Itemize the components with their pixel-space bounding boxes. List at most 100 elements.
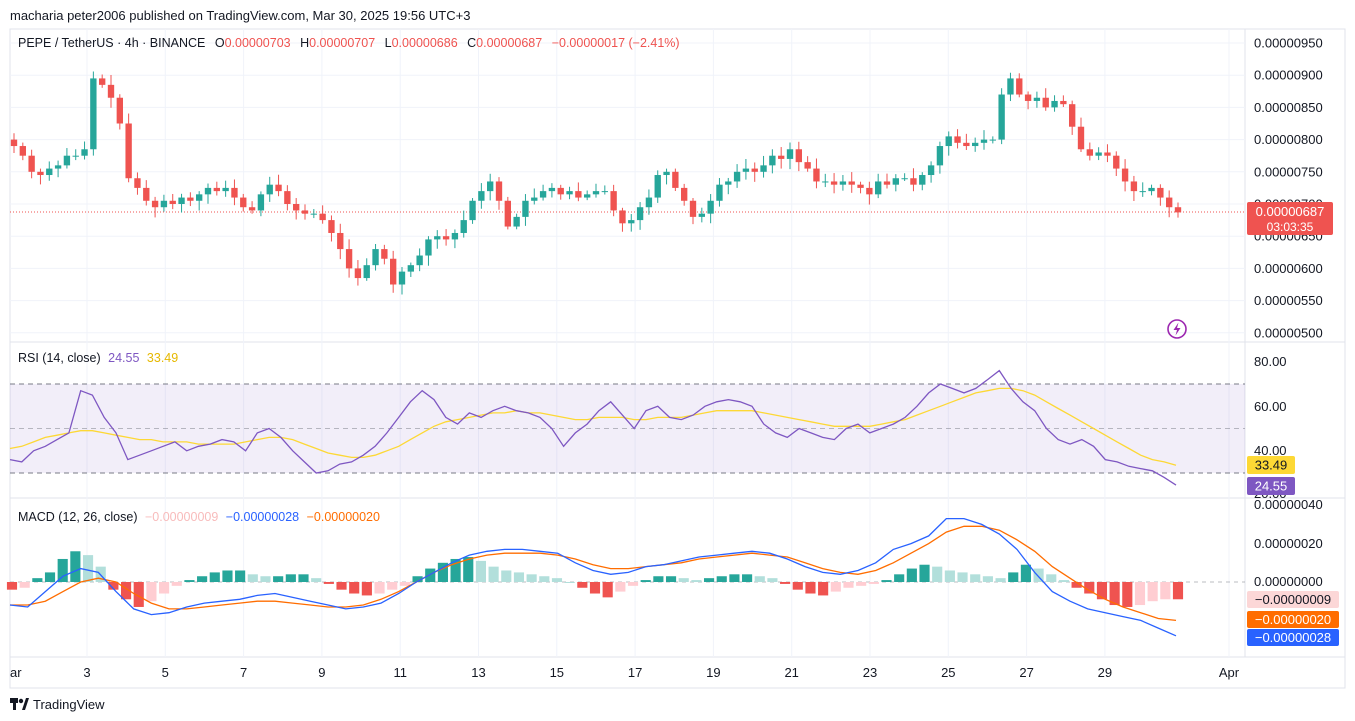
candle[interactable] [107, 75, 115, 108]
candle[interactable] [592, 183, 600, 198]
candle[interactable] [1051, 95, 1058, 112]
candle[interactable] [425, 236, 432, 266]
candle[interactable] [751, 162, 758, 182]
candle[interactable] [99, 74, 106, 88]
candle[interactable] [460, 210, 467, 238]
macd-line[interactable] [9, 517, 1177, 637]
candle[interactable] [487, 173, 494, 201]
candle[interactable] [37, 168, 44, 185]
candle[interactable] [610, 184, 617, 217]
candle[interactable] [257, 191, 265, 217]
candle[interactable] [504, 196, 511, 230]
candle[interactable] [998, 88, 1005, 145]
candle[interactable] [469, 198, 476, 224]
candle[interactable] [742, 158, 750, 180]
candle[interactable] [196, 191, 203, 211]
candle[interactable] [407, 262, 414, 277]
candle[interactable] [1086, 142, 1093, 161]
candle[interactable] [584, 190, 591, 201]
candle[interactable] [1104, 144, 1111, 163]
tradingview-logo[interactable]: TradingView [10, 697, 105, 712]
candle[interactable] [275, 174, 282, 197]
candle[interactable] [478, 183, 485, 209]
rsi-series[interactable] [9, 369, 1177, 486]
candle[interactable] [116, 94, 123, 130]
candle[interactable] [63, 148, 71, 169]
candle[interactable] [681, 183, 688, 206]
candle[interactable] [531, 188, 538, 205]
candle[interactable] [1139, 182, 1146, 197]
candle[interactable] [892, 174, 899, 192]
candle[interactable] [1042, 88, 1049, 111]
candle[interactable] [187, 192, 194, 207]
candle[interactable] [725, 177, 732, 195]
candlestick-series[interactable] [10, 71, 1182, 295]
candle[interactable] [72, 149, 79, 161]
candle[interactable] [151, 196, 159, 218]
candle[interactable] [539, 184, 547, 201]
candle[interactable] [442, 229, 450, 246]
candle[interactable] [363, 258, 370, 281]
macd-axis[interactable]: 0.00000040 0.00000020 0.00000000 [1254, 497, 1323, 589]
candle[interactable] [548, 183, 556, 198]
candle[interactable] [354, 260, 362, 286]
candle[interactable] [90, 71, 97, 156]
candle[interactable] [1113, 151, 1120, 177]
candle[interactable] [601, 185, 608, 195]
candle[interactable] [760, 155, 767, 178]
symbol-label[interactable]: PEPE / TetherUS · 4h · BINANCE [18, 36, 205, 50]
candle[interactable] [398, 266, 406, 295]
candle[interactable] [963, 133, 970, 150]
candle[interactable] [980, 130, 988, 150]
candle[interactable] [839, 175, 847, 191]
candle[interactable] [1166, 190, 1173, 218]
candle[interactable] [945, 131, 952, 156]
macd-label[interactable]: MACD (12, 26, close) [18, 510, 137, 524]
candle[interactable] [875, 173, 882, 199]
candle[interactable] [248, 201, 256, 214]
candle[interactable] [240, 193, 247, 212]
candle[interactable] [707, 194, 714, 224]
candle[interactable] [628, 214, 635, 232]
candle[interactable] [866, 181, 873, 205]
candle[interactable] [919, 172, 926, 191]
candle[interactable] [284, 185, 291, 211]
rsi-label[interactable]: RSI (14, close) [18, 351, 101, 365]
candle[interactable] [1121, 159, 1129, 192]
candle[interactable] [390, 250, 397, 293]
candle[interactable] [575, 182, 582, 202]
candle[interactable] [1174, 202, 1182, 218]
candle[interactable] [10, 133, 18, 153]
candle[interactable] [293, 198, 300, 220]
candle[interactable] [1157, 184, 1164, 206]
candle[interactable] [1069, 100, 1076, 135]
candle[interactable] [204, 183, 212, 204]
candle[interactable] [619, 207, 626, 232]
candle[interactable] [169, 193, 176, 210]
macd-signal-line[interactable] [10, 525, 1177, 622]
candle[interactable] [134, 172, 141, 195]
candle[interactable] [222, 180, 229, 197]
candle[interactable] [495, 177, 503, 210]
candle[interactable] [716, 178, 723, 207]
candle[interactable] [636, 202, 644, 230]
candle[interactable] [989, 136, 996, 144]
candle[interactable] [213, 181, 220, 196]
candle[interactable] [830, 173, 838, 194]
macd-lines[interactable] [9, 517, 1177, 637]
candle[interactable] [345, 239, 353, 278]
candle[interactable] [883, 173, 891, 189]
candle[interactable] [795, 141, 802, 172]
candle[interactable] [733, 164, 741, 188]
candle[interactable] [319, 205, 326, 224]
candle[interactable] [416, 248, 423, 272]
candle[interactable] [813, 158, 820, 189]
candle[interactable] [927, 161, 935, 183]
candle[interactable] [786, 142, 794, 170]
candle[interactable] [972, 137, 979, 152]
candle[interactable] [19, 142, 26, 161]
candle[interactable] [46, 161, 53, 181]
candle[interactable] [1024, 91, 1032, 110]
candle[interactable] [654, 170, 661, 203]
